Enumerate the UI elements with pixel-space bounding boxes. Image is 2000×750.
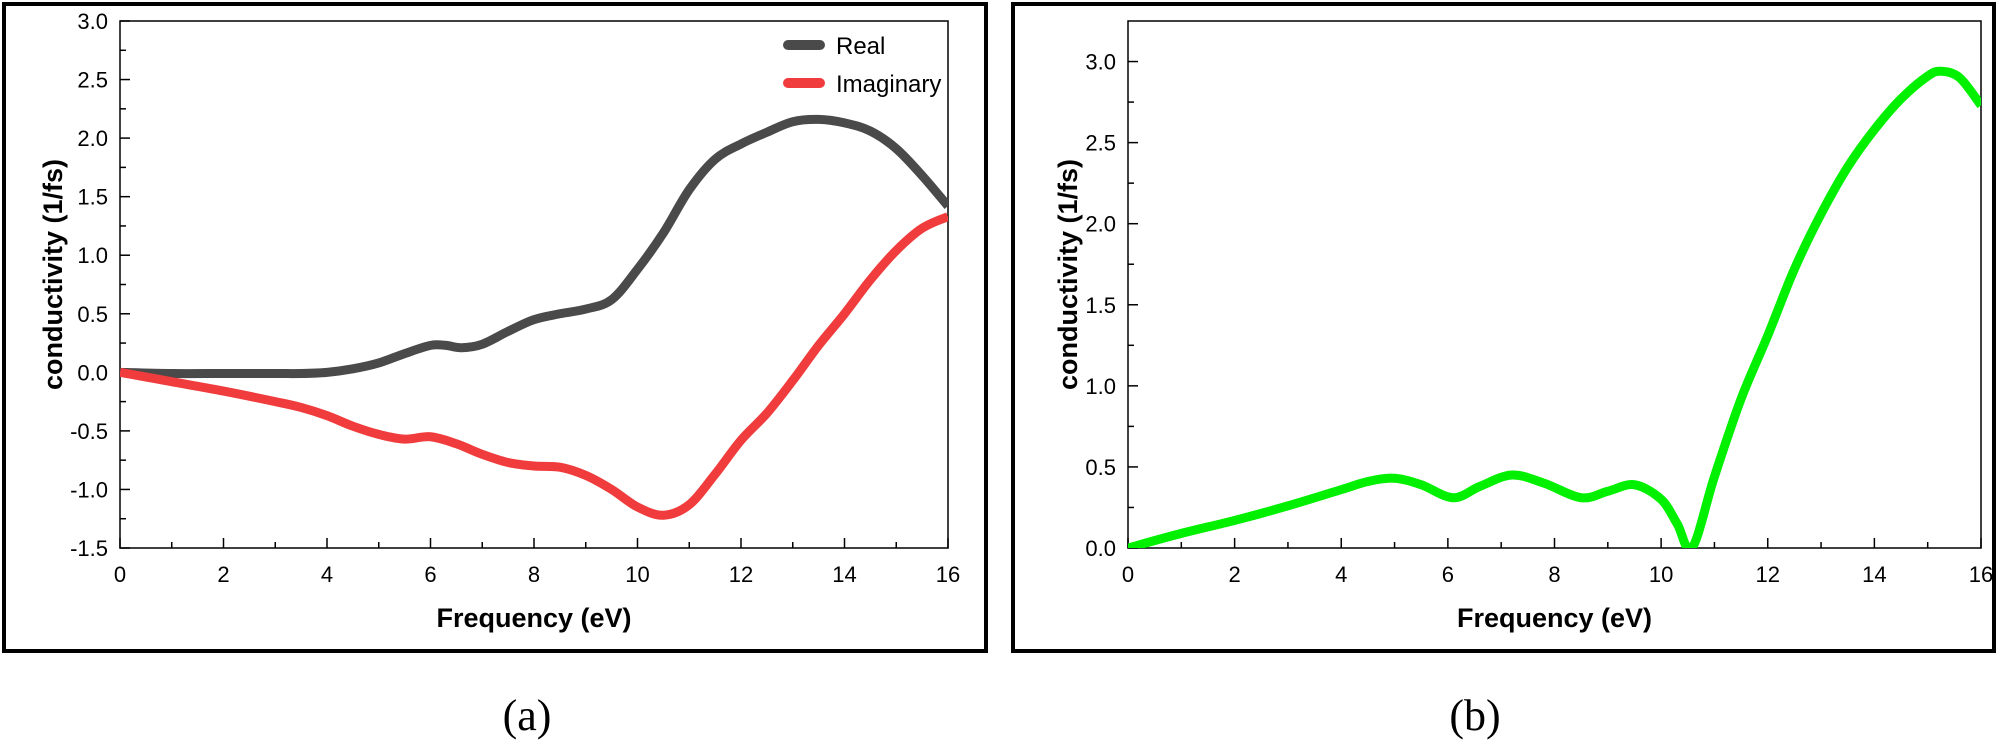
panel-b-frame xyxy=(1011,2,1996,653)
x-tick-label: 2 xyxy=(1229,562,1241,587)
plot-area-border xyxy=(1127,20,1982,549)
x-tick-label: 0 xyxy=(1122,562,1134,587)
x-tick-label: 0 xyxy=(114,562,126,587)
x-tick-label: 8 xyxy=(528,562,540,587)
y-tick-label: 1.5 xyxy=(77,185,108,210)
x-tick-label: 8 xyxy=(1548,562,1560,587)
x-tick-label: 16 xyxy=(1969,562,1993,587)
x-tick-label: 12 xyxy=(1756,562,1780,587)
y-tick-label: 1.0 xyxy=(77,243,108,268)
x-tick-label: 4 xyxy=(321,562,333,587)
legend-label-imaginary: Imaginary xyxy=(836,71,941,98)
x-tick-label: 2 xyxy=(217,562,229,587)
y-axis-title: conductivity (1/fs) xyxy=(1053,159,1083,390)
y-tick-label: 1.0 xyxy=(1085,374,1116,399)
y-tick-label: 2.5 xyxy=(1085,131,1116,156)
y-tick-label: -1.5 xyxy=(70,536,108,561)
x-axis-title: Frequency (eV) xyxy=(436,603,631,633)
x-axis-title: Frequency (eV) xyxy=(1457,603,1652,633)
y-tick-label: 0.0 xyxy=(77,360,108,385)
panel-label-b: (b) xyxy=(1449,691,1501,740)
y-tick-label: 0.0 xyxy=(1085,536,1116,561)
x-tick-label: 6 xyxy=(1442,562,1454,587)
x-tick-label: 14 xyxy=(832,562,856,587)
y-tick-label: 2.0 xyxy=(77,126,108,151)
x-tick-label: 10 xyxy=(1649,562,1673,587)
series-line-conductivity xyxy=(1128,66,1981,548)
chart-a: 0 2 4 6 8 10 12 14 16 -1.5 -1.0 -0.5 0.0 0.5 1.0 1.5 2.0… xyxy=(38,9,960,633)
y-tick-label: -1.0 xyxy=(70,477,108,502)
y-tick-label: 3.0 xyxy=(77,9,108,34)
x-tick-label: 10 xyxy=(625,562,649,587)
legend-label-real: Real xyxy=(836,33,885,60)
x-tick-label: 4 xyxy=(1335,562,1347,587)
series-line-real xyxy=(120,114,948,379)
series-line-imaginary xyxy=(120,212,948,520)
y-tick-label: 0.5 xyxy=(77,302,108,327)
y-tick-label: 3.0 xyxy=(1085,50,1116,75)
y-tick-label: 0.5 xyxy=(1085,455,1116,480)
panel-label-a: (a) xyxy=(502,691,552,740)
chart-b: 0 2 4 6 8 10 12 14 16 0.0 0.5 1.0 1.5 2.0 2.5 3.0 Freque… xyxy=(1053,20,1993,633)
y-tick-label: 2.0 xyxy=(1085,212,1116,237)
y-tick-label: 1.5 xyxy=(1085,293,1116,318)
x-tick-label: 14 xyxy=(1862,562,1886,587)
panel-a-frame xyxy=(2,2,988,653)
y-tick-label: -0.5 xyxy=(70,419,108,444)
x-tick-label: 6 xyxy=(424,562,436,587)
y-axis-title: conductivity (1/fs) xyxy=(38,159,68,390)
y-tick-label: 2.5 xyxy=(77,68,108,93)
x-tick-label: 16 xyxy=(936,562,960,587)
x-tick-label: 12 xyxy=(729,562,753,587)
